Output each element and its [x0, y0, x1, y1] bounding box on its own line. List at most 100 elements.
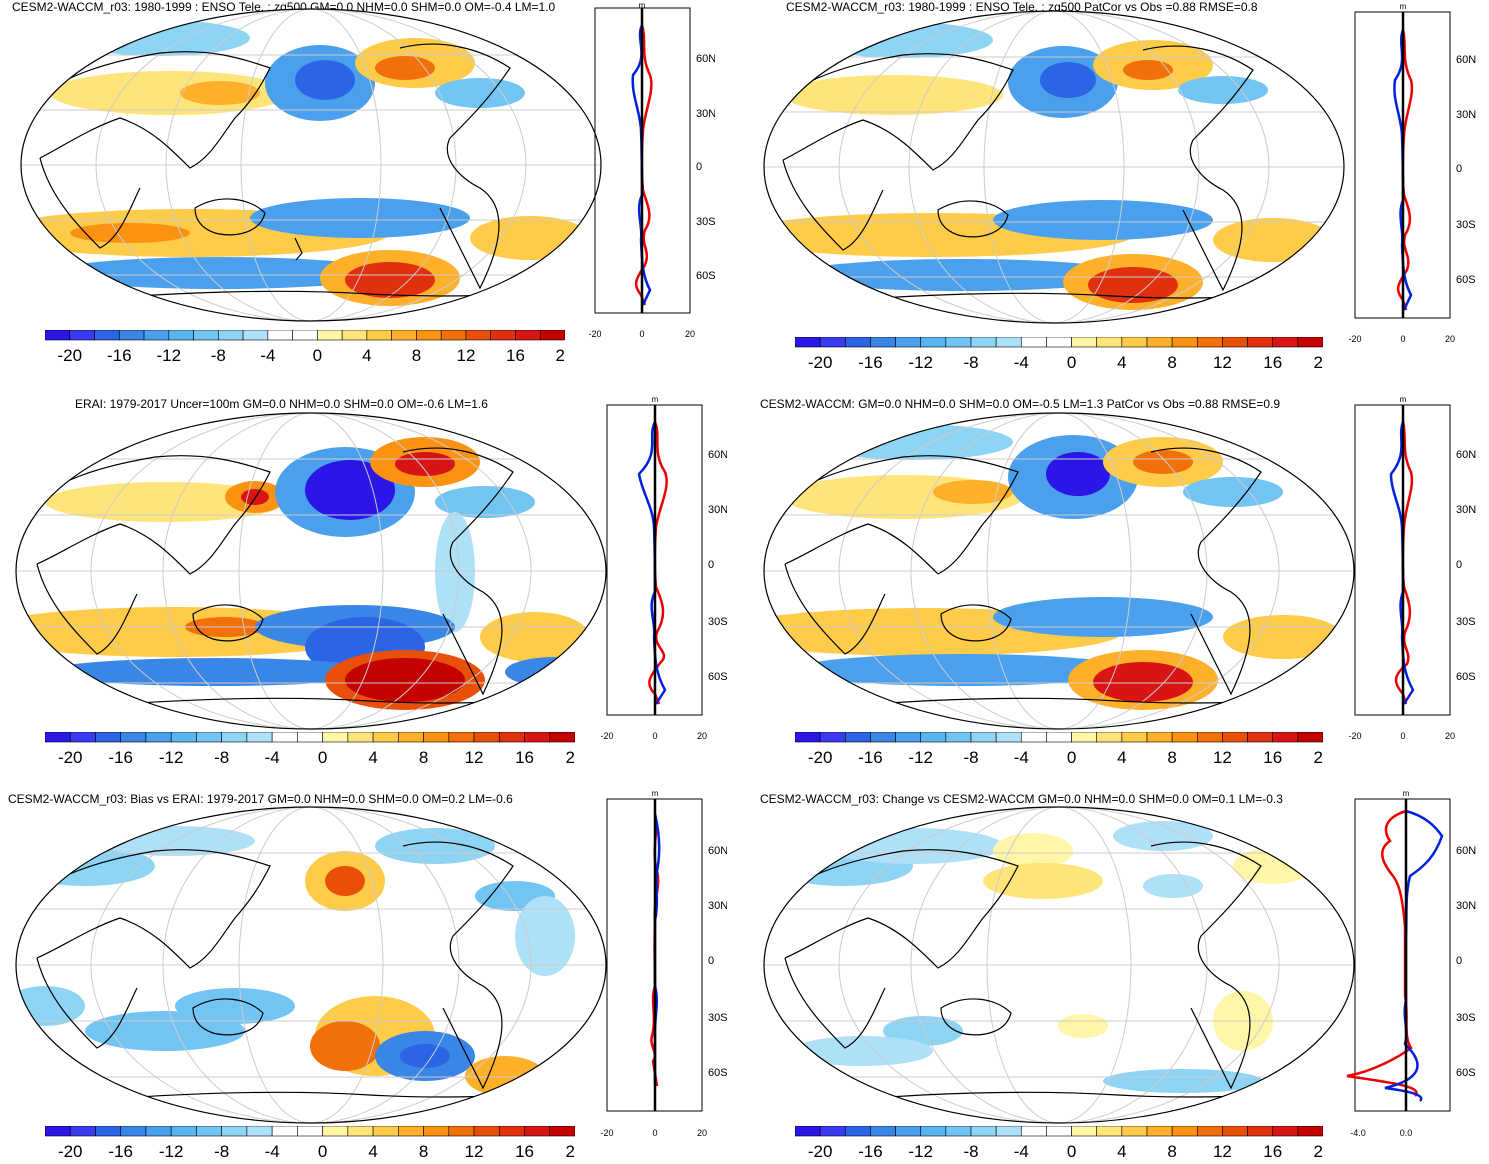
- panel-1: CESM2-WACCM_r03: 1980-1999 : ENSO Tele. …: [0, 0, 720, 390]
- colorbar-cell: [1272, 732, 1299, 743]
- colorbar-label: 8: [1167, 1142, 1176, 1161]
- colorbar-cell: [970, 1126, 997, 1137]
- lat-label: 30S: [1456, 219, 1476, 231]
- panel-title: CESM2-WACCM_r03: Bias vs ERAI: 1979-2017…: [8, 792, 513, 806]
- colorbar-label: 0: [1067, 748, 1076, 767]
- map-plot: [763, 412, 1355, 730]
- colorbar-cell: [297, 1126, 323, 1137]
- lat-label: 30N: [1456, 900, 1476, 912]
- colorbar-cell: [870, 1126, 896, 1137]
- colorbar-cell: [372, 1126, 399, 1137]
- colorbar-label: 4: [368, 1142, 377, 1161]
- map-plot: [763, 806, 1355, 1124]
- zonal-xtick: 0: [639, 329, 644, 339]
- colorbar-cell: [448, 1126, 475, 1137]
- colorbar-cell: [398, 732, 424, 743]
- lat-label: 0: [1456, 955, 1462, 967]
- colorbar-cell: [870, 337, 896, 348]
- colorbar-cell: [1146, 1126, 1173, 1137]
- colorbar-cell: [844, 337, 871, 348]
- colorbar-cell: [1046, 337, 1072, 348]
- colorbar-label: 0: [1067, 353, 1076, 372]
- colorbar-cell: [341, 330, 368, 341]
- colorbar-cell: [1121, 732, 1148, 743]
- colorbar-cell: [1247, 337, 1274, 348]
- colorbar-cell: [69, 732, 96, 743]
- colorbar-cell: [970, 732, 997, 743]
- lat-label: 30N: [708, 504, 727, 516]
- colorbar-cell: [1297, 1126, 1323, 1137]
- colorbar-cell: [1272, 1126, 1299, 1137]
- colorbar-cell: [1171, 1126, 1198, 1137]
- colorbar-label: 8: [1167, 353, 1176, 372]
- zonal-xtick: 0: [652, 1128, 657, 1138]
- colorbar-cell: [920, 1126, 947, 1137]
- colorbar-cell: [423, 732, 450, 743]
- model-zonal-line: [648, 421, 668, 705]
- lat-label: 30N: [696, 108, 715, 120]
- lat-label: 30N: [1456, 504, 1476, 516]
- colorbar-label: 8: [419, 1142, 428, 1161]
- zonal-xtick: 20: [1445, 731, 1455, 741]
- zonal-xtick: 0.0: [1400, 1128, 1413, 1138]
- zonal-xtick: -20: [600, 731, 613, 741]
- colorbar-cell: [366, 330, 392, 341]
- zonal-mean-plot: m 60N 30N 0 30S 60S -4.0 0.0: [1346, 789, 1476, 1138]
- colorbar-cell: [473, 1126, 500, 1137]
- colorbar-label: -4: [265, 748, 280, 767]
- panel-3: ERAI: 1979-2017 Uncer=100m GM=0.0 NHM=0.…: [0, 392, 727, 784]
- colorbar-cell: [895, 1126, 922, 1137]
- colorbar-label: 20: [556, 346, 565, 365]
- colorbar-label: -8: [214, 1142, 229, 1161]
- colorbar-cell: [440, 330, 467, 341]
- colorbar-cell: [1071, 732, 1098, 743]
- colorbar-label: -12: [159, 748, 184, 767]
- zonal-xtick: 20: [697, 731, 707, 741]
- panel-title: CESM2-WACCM_r03: 1980-1999 : ENSO Tele. …: [12, 0, 556, 14]
- colorbar-label: -12: [908, 1142, 933, 1161]
- colorbar-label: -8: [963, 748, 978, 767]
- colorbar-cell: [95, 1126, 122, 1137]
- colorbar-cell: [819, 732, 846, 743]
- colorbar-cell: [196, 1126, 222, 1137]
- colorbar-cell: [271, 732, 298, 743]
- colorbar-label: -16: [108, 1142, 133, 1161]
- colorbar-cell: [120, 732, 147, 743]
- colorbar-cell: [995, 337, 1022, 348]
- map-plot: [20, 8, 602, 322]
- colorbar-cell: [795, 732, 821, 743]
- map-plot: [763, 10, 1345, 324]
- colorbar-cell: [870, 732, 896, 743]
- zonal-xtick: -20: [1348, 334, 1361, 344]
- colorbar-cell: [1096, 1126, 1123, 1137]
- colorbar-cell: [242, 330, 269, 341]
- colorbar-cell: [45, 1126, 71, 1137]
- colorbar-label: -16: [858, 353, 883, 372]
- colorbar-label: 8: [412, 346, 421, 365]
- colorbar-cell: [218, 330, 244, 341]
- colorbar: -20 -16 -12 -8 -4 0 4 8 12 16 20: [795, 732, 1323, 767]
- colorbar-label: 4: [1117, 748, 1126, 767]
- unit-label: m: [639, 1, 646, 10]
- colorbar-label: -4: [1014, 1142, 1029, 1161]
- colorbar-label: 8: [419, 748, 428, 767]
- colorbar-cell: [1247, 732, 1274, 743]
- unit-label: m: [1400, 2, 1407, 11]
- colorbar-cell: [170, 732, 197, 743]
- colorbar-label: 8: [1167, 748, 1176, 767]
- zonal-xtick: 20: [1445, 334, 1455, 344]
- colorbar-cell: [145, 732, 172, 743]
- colorbar-cell: [416, 330, 442, 341]
- map-plot: [15, 412, 607, 730]
- colorbar-cell: [524, 1126, 551, 1137]
- lat-label: 0: [708, 955, 714, 967]
- lat-label: 30S: [708, 1012, 727, 1024]
- zonal-xtick: -4.0: [1350, 1128, 1366, 1138]
- colorbar-cell: [448, 732, 475, 743]
- colorbar-cell: [221, 1126, 248, 1137]
- colorbar-label: -12: [908, 748, 933, 767]
- lat-label: 60N: [1456, 54, 1476, 66]
- lat-label: 60N: [696, 53, 715, 65]
- lat-label: 0: [1456, 163, 1462, 175]
- colorbar-cell: [819, 1126, 846, 1137]
